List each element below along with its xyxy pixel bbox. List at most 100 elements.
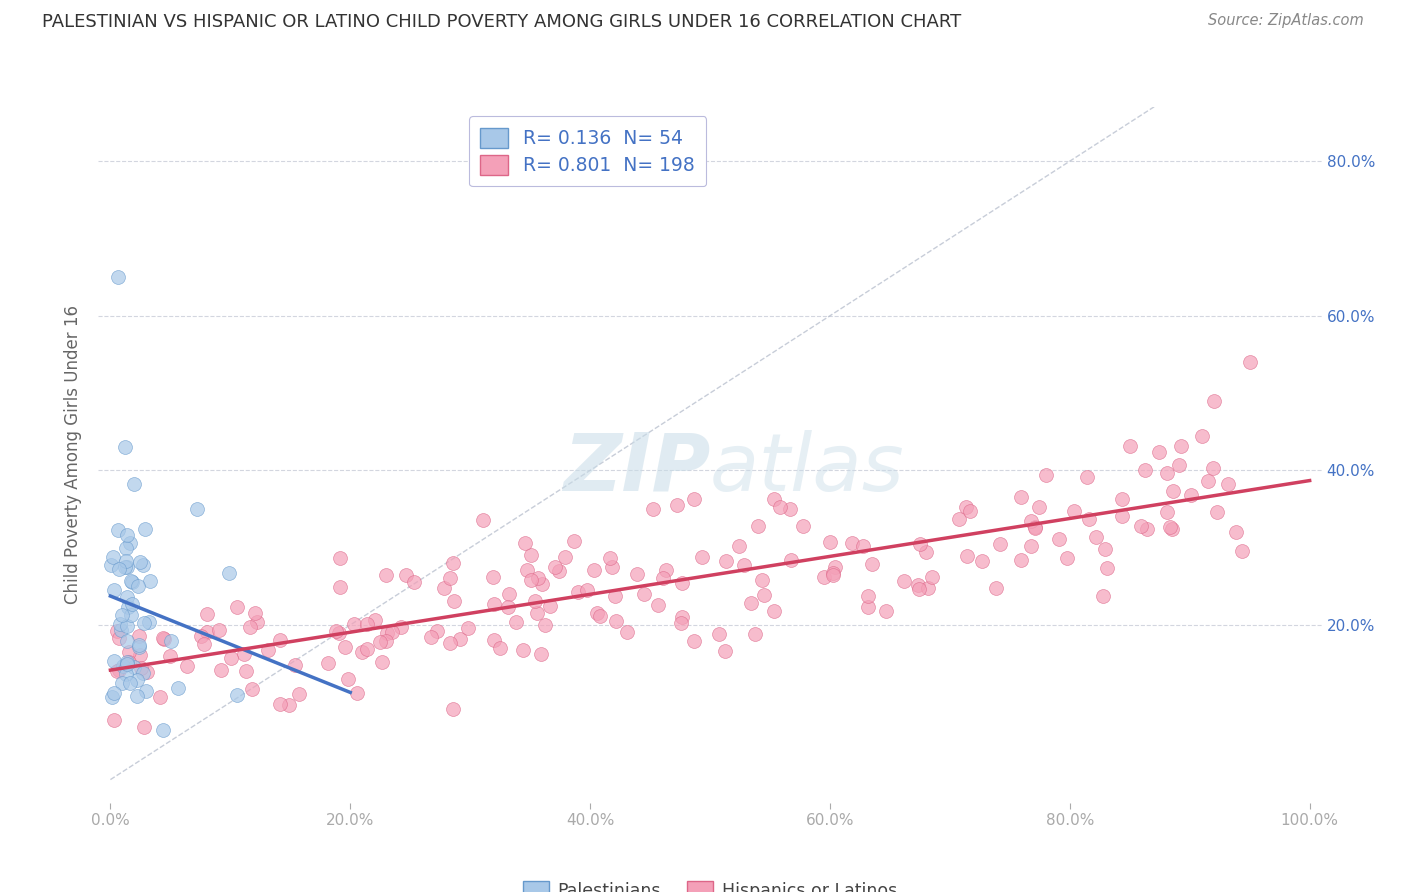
Point bbox=[671, 609, 693, 624]
Point bbox=[666, 498, 689, 512]
Point bbox=[159, 648, 181, 663]
Point bbox=[747, 519, 769, 533]
Point bbox=[852, 539, 875, 553]
Point bbox=[235, 665, 257, 679]
Point bbox=[779, 502, 801, 516]
Point bbox=[763, 492, 786, 507]
Point bbox=[707, 627, 730, 641]
Point bbox=[257, 643, 280, 657]
Point bbox=[858, 599, 880, 614]
Point bbox=[124, 660, 146, 674]
Point bbox=[616, 624, 638, 639]
Point bbox=[531, 576, 554, 591]
Point bbox=[1063, 504, 1085, 518]
Point bbox=[956, 549, 979, 564]
Point bbox=[1230, 543, 1253, 558]
Point bbox=[1119, 439, 1142, 453]
Point bbox=[335, 640, 357, 654]
Point bbox=[543, 560, 565, 574]
Point bbox=[633, 587, 655, 601]
Point bbox=[117, 600, 139, 615]
Point bbox=[374, 634, 396, 648]
Point bbox=[523, 594, 546, 608]
Point bbox=[114, 559, 136, 574]
Point bbox=[186, 502, 208, 516]
Point bbox=[288, 687, 311, 701]
Point bbox=[269, 632, 291, 647]
Point bbox=[110, 623, 132, 637]
Point bbox=[547, 564, 569, 578]
Point bbox=[138, 615, 160, 629]
Point bbox=[1205, 504, 1227, 518]
Point bbox=[195, 624, 218, 639]
Point bbox=[1159, 519, 1181, 533]
Text: ZIP: ZIP bbox=[562, 430, 710, 508]
Point bbox=[526, 606, 548, 620]
Point bbox=[959, 504, 981, 518]
Point bbox=[1085, 530, 1108, 544]
Point bbox=[117, 527, 139, 541]
Point bbox=[1019, 539, 1042, 553]
Point bbox=[375, 568, 398, 582]
Point bbox=[655, 563, 678, 577]
Point bbox=[714, 643, 737, 657]
Point bbox=[103, 654, 125, 668]
Point bbox=[908, 582, 931, 596]
Point bbox=[328, 626, 350, 640]
Point bbox=[129, 648, 152, 663]
Point bbox=[375, 626, 398, 640]
Point bbox=[860, 557, 883, 571]
Point bbox=[120, 608, 142, 623]
Point bbox=[647, 599, 669, 613]
Point bbox=[127, 578, 149, 592]
Point bbox=[269, 697, 291, 711]
Point bbox=[599, 550, 621, 565]
Point bbox=[520, 573, 543, 587]
Point bbox=[1094, 541, 1116, 556]
Point bbox=[128, 629, 150, 643]
Point bbox=[115, 591, 138, 605]
Text: atlas: atlas bbox=[710, 430, 905, 508]
Point bbox=[125, 673, 148, 687]
Point bbox=[1202, 393, 1225, 408]
Point bbox=[135, 684, 157, 698]
Point bbox=[153, 632, 176, 647]
Point bbox=[364, 613, 387, 627]
Point bbox=[368, 635, 391, 649]
Point bbox=[128, 638, 150, 652]
Point bbox=[603, 589, 626, 603]
Point bbox=[917, 581, 939, 595]
Point bbox=[1028, 500, 1050, 515]
Point bbox=[1010, 490, 1032, 504]
Point bbox=[1097, 560, 1119, 574]
Point bbox=[108, 664, 131, 678]
Point bbox=[907, 578, 929, 592]
Point bbox=[780, 553, 803, 567]
Point bbox=[1167, 458, 1189, 472]
Point bbox=[132, 616, 155, 631]
Point bbox=[277, 698, 299, 712]
Point bbox=[1161, 484, 1184, 499]
Point bbox=[329, 551, 352, 566]
Point bbox=[346, 686, 368, 700]
Point bbox=[115, 554, 138, 568]
Point bbox=[1056, 551, 1078, 566]
Point bbox=[152, 631, 174, 645]
Point bbox=[426, 624, 449, 639]
Point bbox=[166, 681, 188, 696]
Point bbox=[239, 620, 262, 634]
Point bbox=[121, 574, 143, 589]
Point bbox=[371, 655, 394, 669]
Point bbox=[132, 666, 155, 681]
Point bbox=[970, 554, 993, 568]
Point bbox=[107, 270, 129, 285]
Point bbox=[121, 597, 143, 611]
Point bbox=[343, 616, 366, 631]
Point bbox=[1201, 460, 1223, 475]
Point bbox=[792, 518, 814, 533]
Point bbox=[419, 630, 441, 644]
Point bbox=[1092, 590, 1115, 604]
Point bbox=[744, 627, 766, 641]
Point bbox=[554, 550, 576, 565]
Point bbox=[100, 558, 122, 572]
